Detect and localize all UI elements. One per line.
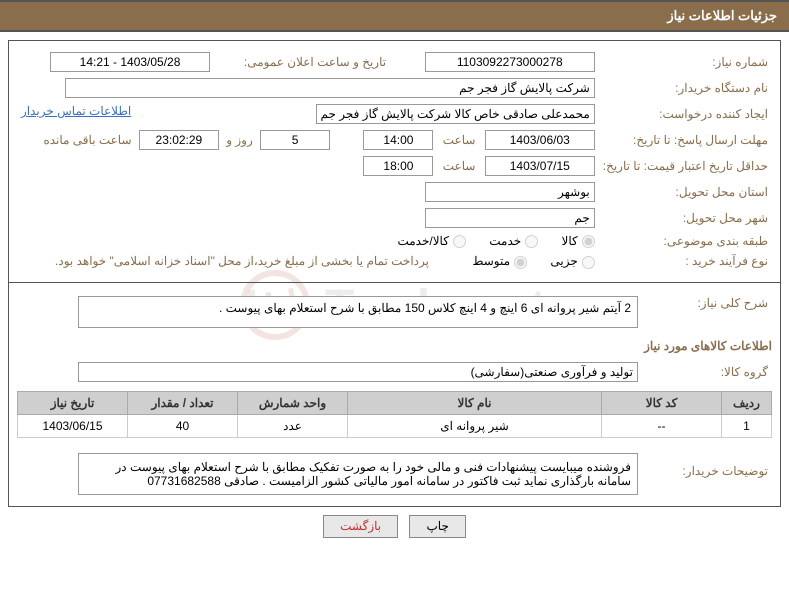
cell-code: --: [602, 414, 722, 437]
table-row: 1 -- شیر پروانه ای عدد 40 1403/06/15: [18, 414, 772, 437]
goods-group-table: گروه کالا: تولید و فرآوری صنعتی(سفارشی): [17, 359, 772, 385]
announce-date-value: 1403/05/28 - 14:21: [50, 52, 210, 72]
need-desc-value: 2 آیتم شیر پروانه ای 6 اینچ و 4 اینچ کلا…: [78, 296, 638, 328]
th-date: تاریخ نیاز: [18, 391, 128, 414]
need-no-value: 1103092273000278: [425, 52, 595, 72]
radio-goods-service[interactable]: [453, 235, 466, 248]
cell-row: 1: [722, 414, 772, 437]
delivery-province-label: استان محل تحویل:: [599, 179, 772, 205]
details-panel: شماره نیاز: 1103092273000278 تاریخ و ساع…: [8, 40, 781, 507]
delivery-province: بوشهر: [425, 182, 595, 202]
cell-qty: 40: [128, 414, 238, 437]
announce-date-label: تاریخ و ساعت اعلان عمومی:: [214, 49, 390, 75]
radio-service-label[interactable]: خدمت: [489, 234, 538, 248]
remaining-time: 23:02:29: [139, 130, 219, 150]
radio-goods-service-label[interactable]: کالا/خدمت: [397, 234, 465, 248]
buyer-notes-value: فروشنده میبایست پیشنهادات فنی و مالی خود…: [78, 453, 638, 495]
need-desc-table: شرح کلی نیاز: 2 آیتم شیر پروانه ای 6 این…: [17, 293, 772, 331]
radio-goods[interactable]: [582, 235, 595, 248]
table-header-row: ردیف کد کالا نام کالا واحد شمارش تعداد /…: [18, 391, 772, 414]
separator: [9, 282, 780, 283]
th-code: کد کالا: [602, 391, 722, 414]
back-button[interactable]: بازگشت: [323, 515, 398, 538]
th-qty: تعداد / مقدار: [128, 391, 238, 414]
button-bar: چاپ بازگشت: [0, 515, 789, 538]
category-label: طبقه بندی موضوعی:: [599, 231, 772, 251]
process-radios: جزیی متوسط پرداخت تمام یا بخشی از مبلغ خ…: [17, 251, 599, 271]
requester-label: ایجاد کننده درخواست:: [599, 101, 772, 127]
need-no-label: شماره نیاز:: [599, 49, 772, 75]
print-button[interactable]: چاپ: [409, 515, 465, 538]
category-radios: کالا خدمت کالا/خدمت: [17, 231, 599, 251]
price-date: 1403/07/15: [485, 156, 595, 176]
buyer-notes-label: توضیحات خریدار:: [642, 444, 772, 498]
response-deadline-label: مهلت ارسال پاسخ: تا تاریخ:: [599, 127, 772, 153]
days-and-label: روز و: [226, 133, 253, 147]
goods-group-value: تولید و فرآوری صنعتی(سفارشی): [78, 362, 638, 382]
days-value: 5: [260, 130, 330, 150]
requester-value: محمدعلی صادقی خاص کالا شرکت پالایش گاز ف…: [316, 104, 595, 124]
price-validity-label: حداقل تاریخ اعتبار قیمت: تا تاریخ:: [599, 153, 772, 179]
remaining-label: ساعت باقی مانده: [43, 133, 131, 147]
contact-link[interactable]: اطلاعات تماس خریدار: [21, 104, 131, 118]
radio-partial-label[interactable]: جزیی: [550, 254, 594, 268]
goods-table: ردیف کد کالا نام کالا واحد شمارش تعداد /…: [17, 391, 772, 438]
radio-medium-label[interactable]: متوسط: [472, 254, 527, 268]
price-hour: 18:00: [363, 156, 433, 176]
panel-title: جزئیات اطلاعات نیاز: [667, 8, 777, 23]
need-desc-label: شرح کلی نیاز:: [642, 293, 772, 331]
radio-medium[interactable]: [514, 256, 527, 269]
th-unit: واحد شمارش: [238, 391, 348, 414]
th-name: نام کالا: [348, 391, 602, 414]
buyer-org-label: نام دستگاه خریدار:: [599, 75, 772, 101]
delivery-city-label: شهر محل تحویل:: [599, 205, 772, 231]
delivery-city: جم: [425, 208, 595, 228]
panel-header: جزئیات اطلاعات نیاز: [0, 0, 789, 32]
cell-name: شیر پروانه ای: [348, 414, 602, 437]
response-hour: 14:00: [363, 130, 433, 150]
process-label: نوع فرآیند خرید :: [599, 251, 772, 271]
buyer-org-value: شرکت پالایش گاز فجر جم: [65, 78, 595, 98]
goods-info-label: اطلاعات کالاهای مورد نیاز: [17, 339, 772, 353]
form-table: شماره نیاز: 1103092273000278 تاریخ و ساع…: [17, 49, 772, 272]
hour-label-2: ساعت: [443, 159, 476, 173]
cell-unit: عدد: [238, 414, 348, 437]
cell-date: 1403/06/15: [18, 414, 128, 437]
th-row: ردیف: [722, 391, 772, 414]
payment-note: پرداخت تمام یا بخشی از مبلغ خرید،از محل …: [55, 254, 429, 268]
buyer-notes-table: توضیحات خریدار: فروشنده میبایست پیشنهادا…: [17, 444, 772, 498]
radio-partial[interactable]: [582, 256, 595, 269]
hour-label-1: ساعت: [443, 133, 476, 147]
radio-goods-label[interactable]: کالا: [562, 234, 595, 248]
response-date: 1403/06/03: [485, 130, 595, 150]
radio-service[interactable]: [525, 235, 538, 248]
goods-group-label: گروه کالا:: [642, 359, 772, 385]
